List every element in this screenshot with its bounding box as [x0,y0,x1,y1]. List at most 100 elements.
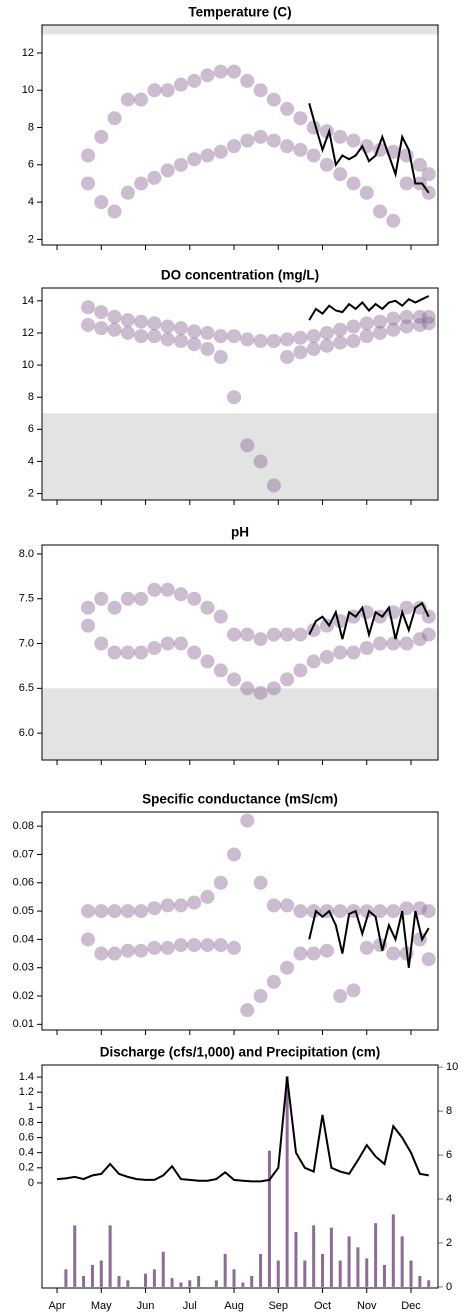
data-point [412,309,427,324]
data-line [308,909,430,968]
data-point [160,163,175,178]
bar [285,1075,289,1287]
bar [294,1231,298,1287]
panel-title: DO concentration (mg/L) [161,268,319,283]
y2-tick-label: 4 [446,1193,452,1205]
data-point [187,938,202,953]
data-point [346,176,361,191]
y-tick-label: 0.6 [19,1131,34,1143]
data-point [399,176,414,191]
data-point [280,139,295,154]
data-line [308,601,430,640]
data-point [107,322,122,337]
data-point [333,989,348,1004]
threshold-shade [42,688,438,760]
data-point [134,329,149,344]
data-point [266,92,281,107]
data-point [399,319,414,334]
data-point [81,932,96,947]
data-point [120,904,135,919]
bar [82,1275,86,1287]
data-point [266,681,281,696]
data-point [386,311,401,326]
data-point [94,129,109,144]
bar [144,1273,148,1287]
y-tick-label: 1 [28,1101,34,1113]
data-point [280,350,295,365]
y-tick-label: 7.0 [19,637,34,649]
data-point [173,321,188,336]
data-point [227,672,242,687]
panel-title: Temperature (C) [188,5,291,20]
data-point [333,645,348,660]
data-point [81,600,96,615]
threshold-shade [42,25,438,35]
data-point [107,645,122,660]
y-tick-label: 0.8 [19,1116,34,1128]
panel-title: pH [231,525,249,540]
x-tick-label: Jul [183,1300,197,1312]
data-point [200,654,215,669]
y-tick-label: 0.08 [13,820,34,832]
y-tick-label: 14 [22,295,34,307]
data-point [412,157,427,172]
data-point [293,627,308,642]
data-point [266,974,281,989]
data-line [308,295,430,321]
data-point [346,334,361,348]
data-point [333,904,348,919]
y-tick-label: 12 [22,47,34,59]
data-point [160,83,175,98]
panel-title: Specific conductance (mS/cm) [142,792,338,807]
data-point [81,317,96,332]
data-point [94,591,109,606]
data-point [421,316,436,331]
bar [321,1253,325,1287]
data-point [421,167,436,182]
bar [329,1227,333,1287]
data-point [81,176,96,191]
x-tick-label: Nov [357,1300,377,1312]
data-point [280,960,295,975]
y-tick-label: 2 [28,487,34,499]
x-tick-label: Dec [401,1300,421,1312]
data-point [359,940,374,955]
data-point [346,133,361,148]
data-point [200,68,215,83]
data-point [107,309,122,324]
data-point [147,83,162,98]
data-point [187,895,202,910]
data-point [253,989,268,1004]
data-point [240,438,255,453]
y-tick-label: 0.07 [13,848,34,860]
bar [347,1236,351,1287]
data-point [213,938,228,953]
bar [409,1260,413,1287]
data-point [240,627,255,642]
y2-tick-label: 6 [446,1149,452,1161]
data-point [81,300,96,315]
data-point [333,167,348,182]
y-tick-label: 6.0 [19,727,34,739]
data-point [107,111,122,126]
x-tick-label: Apr [48,1300,65,1312]
data-point [412,632,427,647]
plot-frame [41,544,439,761]
bar [170,1278,174,1287]
data-point [173,938,188,953]
bar [188,1280,192,1287]
y-tick-label: 10 [22,84,34,96]
data-point [94,321,109,336]
data-point [306,148,321,163]
data-point [147,641,162,656]
data-point [266,334,281,348]
data-point [213,663,228,678]
data-point [147,316,162,331]
data-point [253,334,268,348]
data-point [147,170,162,185]
data-point [399,309,414,324]
data-point [346,319,361,334]
data-point [386,213,401,228]
plot-frame [41,24,439,246]
